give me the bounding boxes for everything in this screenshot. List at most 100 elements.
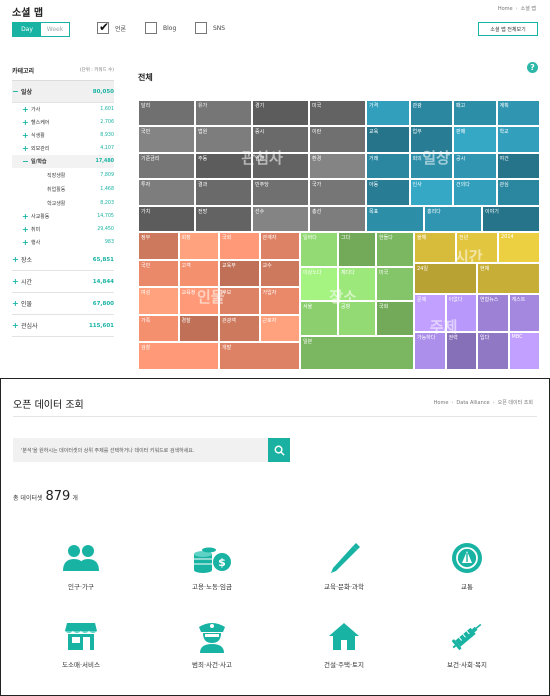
expand-icon[interactable]: + [22, 212, 29, 221]
treemap-cell[interactable]: 가치 [138, 205, 195, 232]
treemap-cell[interactable]: 총선 [309, 205, 366, 232]
checkbox-empty-icon[interactable] [195, 22, 207, 34]
treemap-cell[interactable]: 관광객 [219, 314, 260, 343]
treemap-cell[interactable]: 유가 [195, 100, 252, 127]
category-item[interactable]: − 일상 80,050 [12, 81, 114, 103]
treemap-cell[interactable]: 아동 [366, 179, 410, 206]
treemap-cell[interactable]: 국회 [376, 301, 414, 336]
checkbox-empty-icon[interactable] [145, 22, 157, 34]
dataset-search-input[interactable]: '분석'을 원하시는 데이터셋의 상위 주제를 선택하거나 데이터 키워드로 검… [13, 438, 269, 462]
category-item[interactable]: + 헬스케어 2,706 [12, 116, 114, 129]
treemap-cell[interactable]: 건의다 [453, 179, 497, 206]
treemap-cell[interactable]: 이없다 [445, 294, 477, 332]
category-item[interactable]: 취업활동 1,468 [12, 182, 114, 196]
treemap-cell[interactable]: 경찰 [178, 314, 219, 343]
search-button[interactable] [268, 438, 290, 462]
treemap-cell[interactable]: 국민 [138, 259, 179, 288]
treemap-cell[interactable]: 연합뉴스 [477, 294, 509, 332]
treemap-cell[interactable]: 기준금리 [138, 152, 195, 180]
category-item[interactable]: + 관심사 115,601 [12, 315, 114, 337]
breadcrumb-home[interactable]: Home [433, 400, 449, 406]
category-item[interactable]: + 외모관리 4,107 [12, 142, 114, 155]
treemap-cell[interactable]: 여건 [496, 152, 540, 180]
treemap-cell[interactable]: 검찰 [138, 342, 219, 370]
category-item[interactable]: + 식생활 8,930 [12, 129, 114, 142]
treemap-cell[interactable]: 이야기 [482, 205, 540, 232]
treemap-cell[interactable]: 선수 [252, 205, 309, 232]
treemap-cell[interactable]: 미국 [376, 266, 414, 301]
treemap-cell[interactable]: 주동 [195, 152, 252, 180]
category-employment[interactable]: $ 고용·노동·임금 [152, 541, 272, 591]
treemap-cell[interactable]: 관광 [409, 100, 453, 127]
category-education[interactable]: 교육·문화·과학 [284, 541, 404, 591]
category-item[interactable]: + 시간 14,844 [12, 271, 114, 293]
breadcrumb-home[interactable]: Home [497, 6, 513, 12]
treemap-cell[interactable]: 여성 [138, 287, 179, 315]
category-transport[interactable]: 교통 [407, 541, 527, 591]
expand-icon[interactable]: + [22, 238, 29, 247]
treemap-cell[interactable]: 개발 [219, 342, 300, 370]
treemap-cell[interactable]: 업무 [409, 126, 453, 153]
category-item[interactable]: + 취미 29,450 [12, 223, 114, 236]
full-view-button[interactable]: 소셜 맵 전체보기 [478, 22, 538, 36]
treemap-cell[interactable]: 환경 [309, 152, 366, 180]
treemap-cell[interactable]: 목표 [366, 205, 424, 232]
category-item[interactable]: 직장생활 7,809 [12, 168, 114, 182]
expand-icon[interactable]: + [22, 225, 29, 234]
category-item[interactable]: + 인물 67,800 [12, 293, 114, 315]
help-icon[interactable]: ? [527, 62, 538, 73]
filter-sns-checkbox[interactable]: SNS [195, 22, 225, 34]
checkbox-checked-icon[interactable] [97, 20, 109, 34]
treemap-cell[interactable]: 한들다 [376, 232, 414, 267]
treemap-cell[interactable]: 권력 [445, 332, 477, 370]
treemap-cell[interactable]: 관심 [496, 179, 540, 206]
expand-icon[interactable]: + [12, 299, 19, 308]
expand-icon[interactable]: + [22, 131, 29, 140]
treemap-cell[interactable]: 판매 [453, 126, 497, 153]
treemap-cell[interactable]: 정부 [138, 232, 179, 260]
treemap-cell[interactable]: 가입자 [259, 287, 300, 315]
treemap-cell[interactable]: 가능하다 [414, 332, 446, 370]
treemap-cell[interactable]: 그다 [338, 232, 376, 267]
treemap-cell[interactable]: 국회 [219, 232, 260, 260]
treemap-cell[interactable]: 입다 [477, 332, 509, 370]
treemap-cell[interactable]: 공항 [338, 301, 376, 336]
category-item[interactable]: + 장소 65,851 [12, 249, 114, 271]
treemap-cell[interactable]: 이란 [309, 126, 366, 153]
treemap-cell[interactable]: 고객 [178, 259, 219, 288]
treemap-cell[interactable]: 서울 [300, 301, 338, 336]
treemap-cell[interactable]: 거래 [366, 152, 410, 180]
treemap-cell[interactable]: 패고 [453, 100, 497, 127]
treemap-cell[interactable]: 문제 [414, 294, 446, 332]
treemap-cell[interactable]: 결과 [195, 179, 252, 206]
category-item[interactable]: + 사교활동 14,705 [12, 210, 114, 223]
treemap-cell[interactable]: 회의 [409, 152, 453, 180]
treemap-cell[interactable]: 체다다 [338, 266, 376, 301]
treemap-cell[interactable]: 가격 [366, 100, 410, 127]
collapse-icon[interactable]: − [22, 157, 29, 166]
treemap-cell[interactable]: 올해 [414, 232, 456, 263]
expand-icon[interactable]: + [12, 321, 19, 330]
treemap-cell[interactable]: 공시 [453, 152, 497, 180]
treemap-cell[interactable]: 국민 [138, 126, 195, 153]
treemap-cell[interactable]: 회장 [178, 232, 219, 260]
category-item[interactable]: + 가사 1,601 [12, 103, 114, 116]
treemap-cell[interactable]: 투자 [138, 179, 195, 206]
treemap-cell[interactable]: 경기 [252, 100, 309, 127]
treemap-cell[interactable]: 교육청 [178, 287, 219, 315]
expand-icon[interactable]: + [22, 144, 29, 153]
treemap-cell[interactable]: 이상노다 [300, 266, 338, 301]
filter-blog-checkbox[interactable]: Blog [145, 22, 176, 34]
treemap-cell[interactable]: 법원 [195, 126, 252, 153]
treemap-cell[interactable]: 홍리다 [424, 205, 482, 232]
treemap-cell[interactable]: 전년 [456, 232, 498, 263]
treemap-cell[interactable]: 교육부 [219, 259, 260, 288]
expand-icon[interactable]: + [12, 277, 19, 286]
category-construction[interactable]: 건설·주택·토지 [284, 619, 404, 669]
treemap-cell[interactable]: 근로자 [259, 314, 300, 343]
treemap-cell[interactable]: 24일 [414, 263, 477, 294]
expand-icon[interactable]: + [22, 105, 29, 114]
treemap-cell[interactable]: 미국 [309, 100, 366, 127]
treemap-cell[interactable]: 교수 [259, 259, 300, 288]
category-item[interactable]: + 행사 983 [12, 236, 114, 249]
